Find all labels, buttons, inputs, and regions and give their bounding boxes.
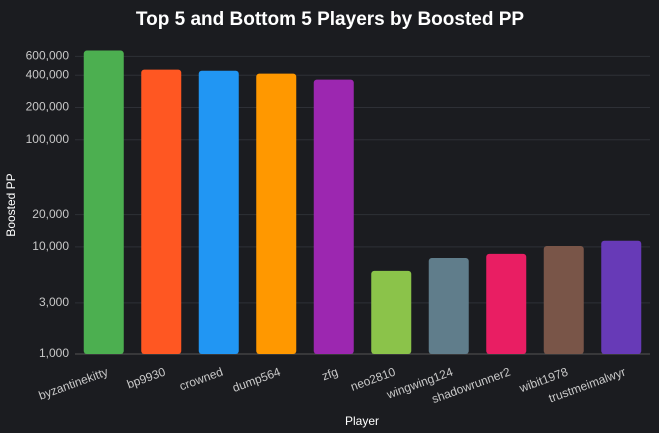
y-tick-label: 200,000 xyxy=(26,100,70,114)
bar xyxy=(486,253,527,354)
x-tick-label: zfg xyxy=(320,365,340,384)
bar xyxy=(141,69,182,354)
y-tick-label: 600,000 xyxy=(26,49,70,63)
bar xyxy=(543,245,584,354)
y-tick-label: 20,000 xyxy=(32,207,69,221)
y-tick-label: 10,000 xyxy=(32,239,69,253)
bar xyxy=(428,257,469,354)
y-tick-label: 100,000 xyxy=(26,132,70,146)
bar xyxy=(601,240,642,354)
y-tick-label: 3,000 xyxy=(39,295,69,309)
bar xyxy=(83,50,124,354)
chart-title: Top 5 and Bottom 5 Players by Boosted PP xyxy=(136,9,524,30)
y-tick-label: 400,000 xyxy=(26,67,70,81)
y-tick-label: 1,000 xyxy=(39,346,69,360)
bar xyxy=(371,270,412,354)
bar xyxy=(313,79,354,354)
bar xyxy=(256,73,297,354)
x-axis-label: Player xyxy=(345,414,379,428)
bar xyxy=(198,70,239,354)
y-axis-label: Boosted PP xyxy=(4,173,18,236)
